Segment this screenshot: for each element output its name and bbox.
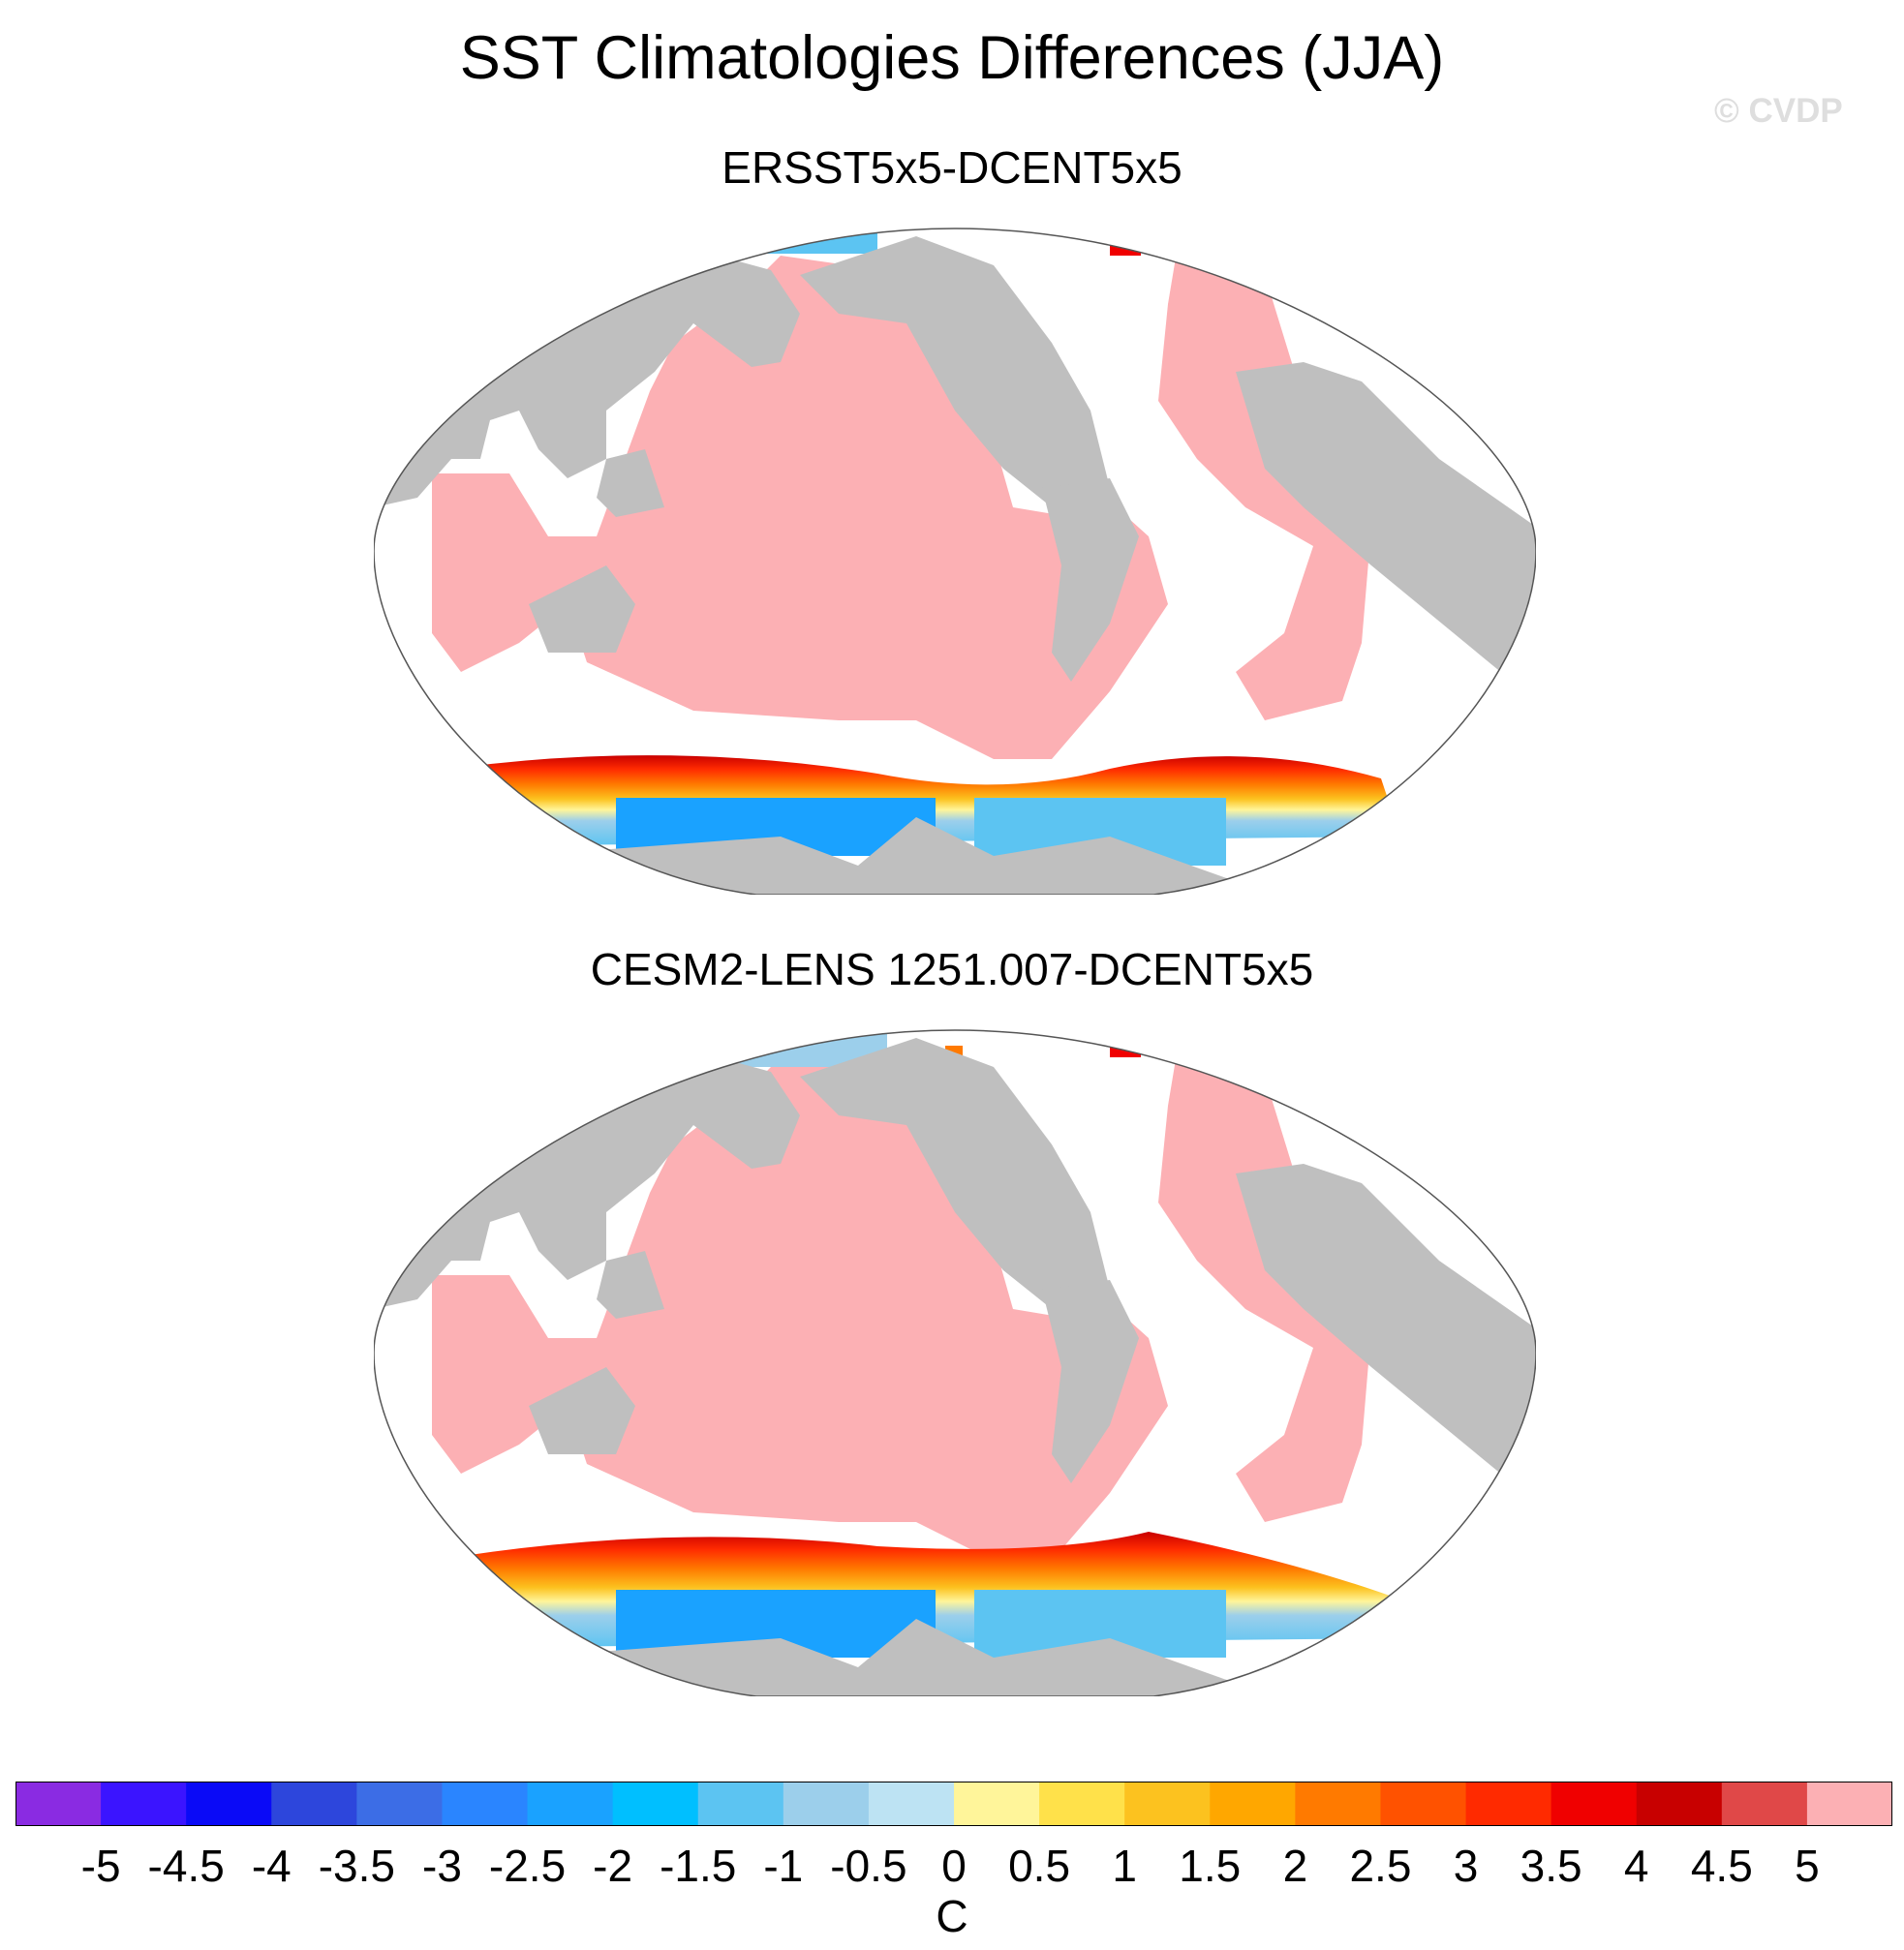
colorbar-tick-label: -3.5	[318, 1841, 395, 1891]
colorbar-swatch	[442, 1782, 529, 1826]
colorbar-tick-label: 2.5	[1349, 1841, 1412, 1891]
colorbar-swatch	[1806, 1782, 1892, 1826]
colorbar-tick-label: 4	[1623, 1841, 1649, 1891]
colorbar-swatch	[1465, 1782, 1552, 1826]
colorbar-tick-label: -0.5	[830, 1841, 907, 1891]
colorbar-swatch	[1636, 1782, 1723, 1826]
colorbar-labels: -5 -4.5 -4 -3.5 -3 -2.5 -2 -1.5 -1 -0.5 0 0.5 1 1.5 2 2…	[15, 1840, 1892, 1898]
colorbar-tick-label: -4.5	[147, 1841, 225, 1891]
colorbar-tick-label: 1.5	[1179, 1841, 1242, 1891]
colorbar-tick-label: 1	[1112, 1841, 1137, 1891]
panel-1-map	[374, 228, 1536, 895]
colorbar-tick-label: 5	[1795, 1841, 1820, 1891]
colorbar-swatch	[1721, 1782, 1808, 1826]
panel-2-title: CESM2-LENS 1251.007-DCENT5x5	[590, 944, 1314, 994]
colorbar-tick-label: 3	[1453, 1841, 1479, 1891]
colorbar-tick-label: -5	[80, 1841, 121, 1891]
colorbar-swatch	[1551, 1782, 1638, 1826]
panel-2-map	[374, 1029, 1536, 1696]
colorbar-swatch	[271, 1782, 357, 1826]
colorbar-tick-label: -1.5	[660, 1841, 737, 1891]
colorbar-swatch	[1295, 1782, 1381, 1826]
colorbar-swatch	[783, 1782, 870, 1826]
panel-1-title: ERSST5x5-DCENT5x5	[722, 142, 1182, 193]
colorbar-tick-label: 4.5	[1690, 1841, 1753, 1891]
colorbar-tick-label: 0.5	[1008, 1841, 1071, 1891]
colorbar-swatch	[1210, 1782, 1296, 1826]
colorbar-unit: C	[936, 1891, 968, 1941]
colorbar-swatch	[868, 1782, 955, 1826]
colorbar-tick-label: 2	[1282, 1841, 1308, 1891]
colorbar-swatch	[612, 1782, 699, 1826]
colorbar-swatch	[186, 1782, 272, 1826]
cvdp-watermark: © CVDP	[1714, 92, 1843, 130]
colorbar-swatch	[1124, 1782, 1211, 1826]
colorbar-tick-label: -2.5	[488, 1841, 567, 1891]
colorbar-swatch	[954, 1782, 1040, 1826]
colorbar-tick-label: -1	[763, 1841, 804, 1891]
colorbar-tick-label: -2	[593, 1841, 633, 1891]
colorbar-swatch	[697, 1782, 784, 1826]
colorbar-swatch	[1039, 1782, 1125, 1826]
colorbar-swatch	[1380, 1782, 1467, 1826]
figure-title: SST Climatologies Differences (JJA)	[459, 24, 1445, 92]
colorbar	[15, 1782, 1892, 1826]
colorbar-swatch	[101, 1782, 187, 1826]
colorbar-swatch	[527, 1782, 614, 1826]
colorbar-tick-label: -4	[251, 1841, 292, 1891]
colorbar-tick-label: -3	[422, 1841, 462, 1891]
colorbar-tick-label: 3.5	[1520, 1841, 1582, 1891]
colorbar-swatch	[15, 1782, 102, 1826]
colorbar-tick-label: 0	[941, 1841, 967, 1891]
colorbar-swatch	[356, 1782, 443, 1826]
